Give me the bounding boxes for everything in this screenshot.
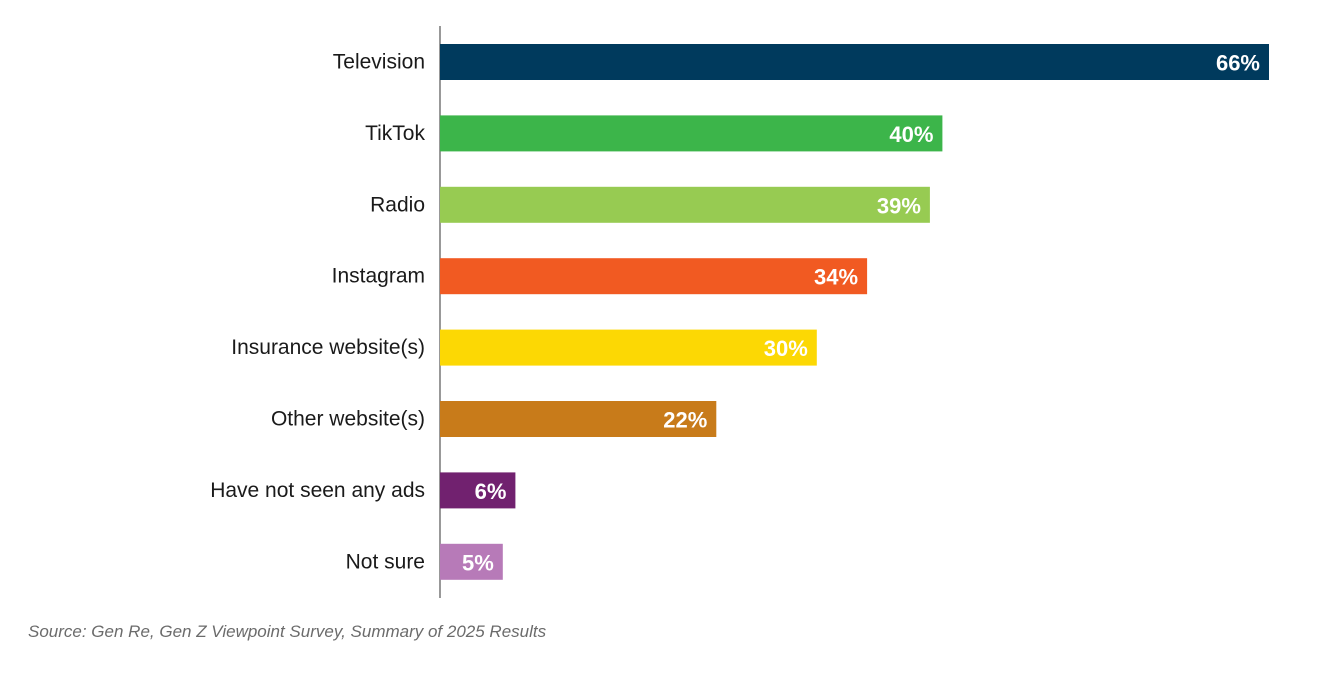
value-label-7: 5% — [462, 550, 494, 575]
value-label-0: 66% — [1216, 51, 1260, 76]
bars-group: Television 66% TikTok 40% Radio 39% Instagram 3… — [210, 44, 1269, 580]
category-label-7: Not sure — [346, 550, 425, 573]
value-label-3: 34% — [814, 265, 858, 290]
value-label-1: 40% — [889, 122, 933, 147]
bar-0 — [440, 44, 1269, 80]
bar-2 — [440, 186, 930, 223]
category-label-0: Television — [333, 51, 425, 74]
source-note: Source: Gen Re, Gen Z Viewpoint Survey, … — [28, 622, 547, 641]
category-label-1: TikTok — [365, 122, 425, 145]
category-label-6: Have not seen any ads — [210, 479, 425, 502]
category-label-5: Other website(s) — [271, 408, 425, 431]
bar-7 — [440, 543, 503, 580]
bar-4 — [440, 329, 817, 366]
bar-1 — [440, 115, 943, 152]
bar-6 — [440, 472, 516, 509]
category-label-2: Radio — [370, 193, 425, 216]
value-label-2: 39% — [877, 193, 921, 218]
value-label-4: 30% — [764, 336, 808, 361]
bar-3 — [440, 258, 868, 295]
value-label-5: 22% — [663, 408, 707, 433]
value-label-6: 6% — [475, 479, 507, 504]
bar-5 — [440, 401, 717, 437]
category-label-3: Instagram — [332, 265, 425, 288]
category-label-4: Insurance website(s) — [231, 336, 425, 359]
